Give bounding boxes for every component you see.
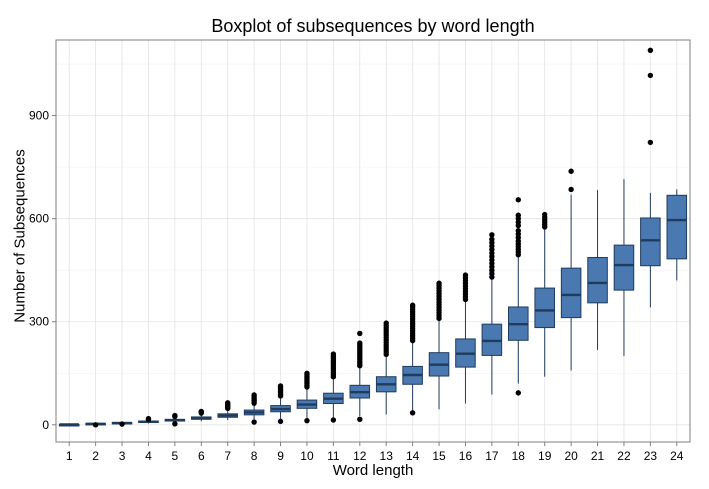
plot-border (55, 39, 691, 443)
outlier-point (357, 416, 363, 423)
y-tick-label: 900 (29, 109, 49, 123)
outlier-point (198, 408, 204, 415)
x-tick-label: 24 (670, 449, 684, 463)
outlier-point (489, 232, 495, 238)
y-tick-label: 0 (42, 418, 49, 432)
outlier-point (409, 410, 416, 416)
outlier-point (462, 272, 469, 278)
outlier-point (330, 351, 337, 357)
outlier-point (304, 417, 310, 424)
x-tick-label: 1 (66, 449, 73, 463)
x-tick-label: 8 (251, 449, 258, 463)
x-tick-label: 2 (92, 449, 99, 463)
box (481, 323, 503, 356)
x-tick-label: 7 (224, 449, 231, 463)
x-tick-label: 17 (485, 449, 499, 463)
outlier-point (172, 421, 178, 427)
x-tick-label: 5 (172, 449, 179, 463)
outlier-point (251, 419, 257, 425)
x-tick-label: 21 (591, 449, 605, 463)
box (560, 267, 582, 319)
outlier-point (647, 139, 654, 146)
outlier-point (515, 197, 521, 203)
outlier-point (515, 227, 521, 234)
outlier-point (436, 280, 442, 286)
box (640, 217, 661, 267)
outlier-point (489, 236, 495, 242)
outlier-point (515, 390, 521, 396)
outlier-point (225, 400, 231, 406)
x-axis-label: Word length (332, 462, 414, 479)
outlier-point (172, 412, 178, 419)
box (613, 244, 635, 291)
x-tick-label: 14 (406, 449, 420, 463)
x-tick-label: 16 (459, 449, 473, 463)
x-tick-label: 15 (432, 449, 446, 463)
outlier-point (542, 211, 548, 218)
chart-title: Boxplot of subsequences by word length (211, 16, 535, 36)
outlier-point (409, 302, 416, 308)
box (587, 256, 608, 304)
y-tick-label: 300 (29, 315, 49, 329)
outlier-point (647, 72, 654, 79)
outlier-point (357, 330, 363, 337)
y-tick-label: 600 (29, 212, 49, 226)
x-tick-label: 22 (617, 449, 631, 463)
outlier-point (251, 392, 257, 398)
box (666, 194, 688, 260)
x-tick-label: 11 (327, 449, 340, 463)
x-tick-label: 12 (353, 449, 367, 463)
x-tick-label: 10 (300, 449, 314, 463)
x-tick-label: 4 (145, 449, 152, 463)
outlier-point (145, 415, 152, 422)
outlier-point (357, 340, 363, 346)
outlier-point (277, 383, 284, 389)
outlier-point (515, 212, 521, 218)
outlier-point (92, 422, 99, 428)
outlier-point (330, 417, 337, 423)
x-tick-label: 6 (198, 449, 205, 463)
x-tick-label: 23 (644, 449, 658, 463)
x-tick-label: 13 (380, 449, 394, 463)
outlier-point (119, 421, 125, 427)
x-tick-label: 19 (538, 449, 552, 463)
x-tick-label: 20 (564, 449, 578, 463)
outlier-point (277, 418, 284, 425)
outlier-point (304, 370, 310, 376)
box (534, 287, 555, 329)
x-tick-label: 9 (277, 449, 284, 463)
x-tick-label: 18 (512, 449, 526, 463)
outlier-point (383, 320, 389, 326)
outlier-point (568, 168, 574, 174)
x-tick-label: 3 (119, 449, 126, 463)
plot-panel (56, 40, 690, 442)
outlier-point (568, 186, 574, 193)
outlier-point (647, 47, 654, 54)
